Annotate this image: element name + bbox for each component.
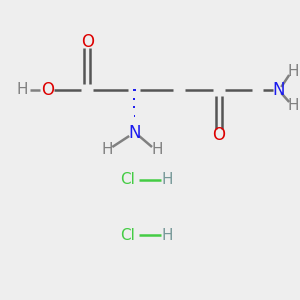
Text: O: O <box>212 126 225 144</box>
Text: Cl: Cl <box>120 227 135 242</box>
Text: O: O <box>81 33 94 51</box>
Text: H: H <box>16 82 28 98</box>
Text: Cl: Cl <box>120 172 135 188</box>
Text: H: H <box>287 64 299 80</box>
Text: H: H <box>102 142 113 158</box>
Text: O: O <box>41 81 54 99</box>
Text: H: H <box>161 172 173 188</box>
Text: H: H <box>287 98 299 112</box>
Text: N: N <box>128 124 140 142</box>
Text: N: N <box>272 81 284 99</box>
Text: H: H <box>161 227 173 242</box>
Text: H: H <box>151 142 163 158</box>
